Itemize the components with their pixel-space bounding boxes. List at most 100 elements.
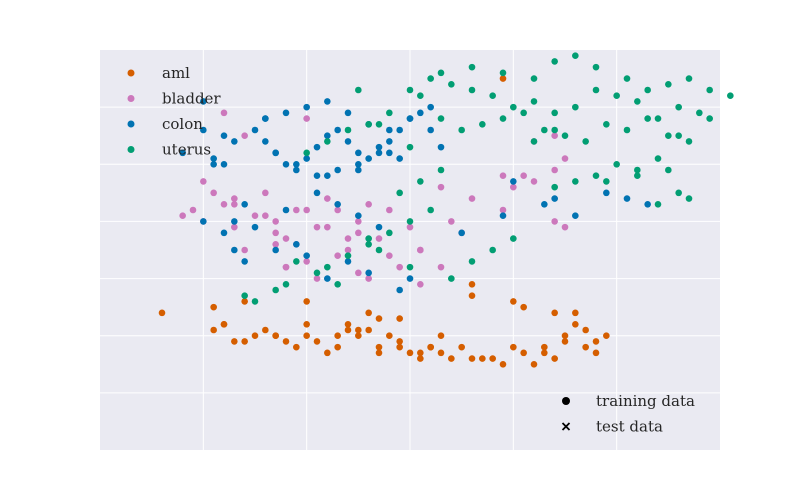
- data-point-uterus: [458, 126, 465, 134]
- data-point-uterus: [541, 126, 548, 134]
- data-point-bladder: [561, 155, 569, 162]
- legend-marker-bladder: [127, 95, 135, 102]
- data-point-colon: [396, 286, 403, 294]
- data-point-aml: [541, 343, 548, 351]
- data-point-aml: [386, 332, 393, 340]
- data-point-uterus: [572, 103, 579, 111]
- data-point-aml: [437, 349, 445, 357]
- data-point-uterus: [572, 178, 579, 185]
- data-point-colon: [220, 229, 228, 237]
- data-point-aml: [355, 326, 362, 334]
- data-point-colon: [458, 229, 465, 237]
- data-point-uterus: [665, 132, 672, 140]
- legend-marker-uterus: [127, 146, 135, 153]
- data-point-uterus: [654, 155, 662, 162]
- data-point-uterus: [303, 149, 310, 157]
- data-point-bladder: [355, 269, 362, 277]
- data-point-uterus: [272, 286, 279, 294]
- marker-legend-label: test data: [596, 418, 663, 436]
- data-point-bladder: [179, 212, 186, 220]
- data-point-uterus: [499, 115, 507, 122]
- data-point-bladder: [231, 200, 238, 208]
- data-point-uterus: [634, 172, 641, 180]
- data-point-uterus: [551, 183, 558, 191]
- data-point-uterus: [406, 218, 414, 225]
- data-point-colon: [262, 138, 269, 145]
- data-point-aml: [375, 349, 383, 357]
- data-point-aml: [158, 309, 166, 317]
- data-point-uterus: [675, 132, 682, 140]
- data-point-colon: [231, 138, 238, 145]
- data-point-colon: [375, 143, 383, 151]
- data-point-colon: [355, 166, 362, 174]
- data-point-colon: [406, 115, 414, 122]
- data-point-uterus: [530, 138, 538, 145]
- data-point-aml: [375, 343, 383, 351]
- data-point-uterus: [613, 160, 620, 168]
- data-point-uterus: [623, 75, 631, 82]
- data-point-aml: [262, 326, 269, 334]
- data-point-colon: [324, 275, 331, 282]
- data-point-uterus: [448, 80, 455, 88]
- data-point-aml: [241, 338, 248, 345]
- data-point-aml: [241, 298, 248, 305]
- data-point-uterus: [582, 138, 589, 145]
- data-point-bladder: [561, 223, 569, 231]
- legend-label-aml: aml: [162, 64, 190, 82]
- data-point-aml: [551, 355, 558, 362]
- data-point-aml: [541, 349, 548, 357]
- data-point-bladder: [344, 235, 352, 242]
- data-point-bladder: [303, 258, 310, 265]
- data-point-colon: [282, 206, 290, 214]
- data-point-aml: [375, 315, 383, 322]
- data-point-colon: [200, 98, 207, 105]
- data-point-uterus: [510, 235, 517, 242]
- data-point-colon: [200, 218, 207, 225]
- data-point-uterus: [644, 86, 651, 94]
- data-point-uterus: [468, 63, 476, 71]
- data-point-aml: [510, 298, 517, 305]
- data-point-aml: [417, 349, 424, 357]
- data-point-uterus: [365, 120, 372, 128]
- data-point-bladder: [344, 246, 352, 254]
- data-point-aml: [551, 309, 558, 317]
- data-point-uterus: [293, 258, 300, 265]
- legend-label-colon: colon: [162, 115, 203, 133]
- data-point-uterus: [282, 280, 290, 288]
- data-point-uterus: [696, 109, 703, 117]
- data-point-colon: [313, 143, 321, 151]
- data-point-bladder: [272, 240, 279, 248]
- data-point-colon: [406, 275, 414, 282]
- data-point-bladder: [355, 218, 362, 225]
- data-point-colon: [427, 103, 434, 111]
- data-point-uterus: [644, 115, 651, 122]
- data-point-uterus: [396, 189, 403, 197]
- data-point-bladder: [293, 206, 300, 214]
- data-point-colon: [293, 160, 300, 168]
- data-point-colon: [303, 155, 310, 162]
- data-point-bladder: [386, 252, 393, 260]
- data-point-uterus: [406, 86, 414, 94]
- data-point-colon: [386, 126, 393, 134]
- data-point-colon: [179, 149, 186, 157]
- data-point-uterus: [592, 63, 600, 71]
- data-point-colon: [293, 240, 300, 248]
- legend-marker-colon: [127, 120, 135, 128]
- data-point-colon: [499, 212, 507, 220]
- data-point-aml: [365, 326, 372, 334]
- data-point-colon: [210, 160, 217, 168]
- data-point-uterus: [437, 115, 445, 122]
- data-point-uterus: [344, 252, 352, 260]
- data-point-uterus: [530, 75, 538, 82]
- data-point-colon: [251, 223, 259, 231]
- data-point-bladder: [499, 206, 507, 214]
- data-point-colon: [282, 160, 290, 168]
- data-point-colon: [375, 149, 383, 157]
- data-point-aml: [210, 303, 217, 311]
- data-point-aml: [344, 320, 352, 328]
- data-point-bladder: [365, 200, 372, 208]
- data-point-bladder: [551, 218, 558, 225]
- data-point-colon: [241, 258, 248, 265]
- marker-legend-circle-icon: [562, 397, 570, 405]
